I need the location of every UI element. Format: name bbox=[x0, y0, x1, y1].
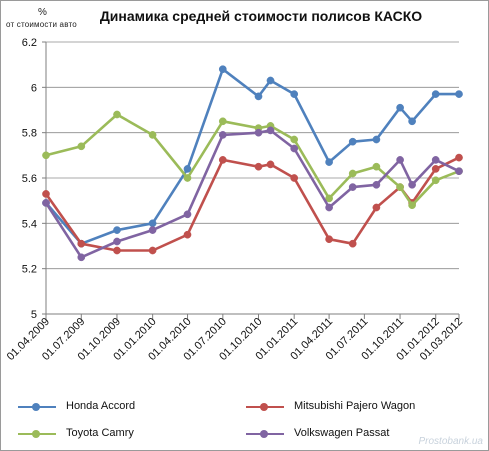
series-line-volkswagen-passat bbox=[44, 129, 460, 259]
data-point-honda-accord bbox=[396, 103, 404, 112]
data-point-volkswagen-passat bbox=[396, 156, 404, 164]
data-point-honda-accord bbox=[266, 76, 275, 85]
data-point-toyota-camry bbox=[325, 194, 333, 203]
data-point-honda-accord bbox=[455, 90, 463, 98]
data-point-volkswagen-passat bbox=[325, 203, 333, 212]
data-point-mitsubishi-pajero-wagon bbox=[183, 230, 192, 239]
data-point-toyota-camry bbox=[372, 162, 381, 171]
data-point-honda-accord bbox=[218, 65, 227, 74]
y-axis-unit: % bbox=[38, 7, 47, 18]
data-point-volkswagen-passat bbox=[290, 144, 299, 153]
data-point-mitsubishi-pajero-wagon bbox=[266, 160, 275, 169]
data-point-mitsubishi-pajero-wagon bbox=[431, 165, 440, 173]
series-line-honda-accord bbox=[45, 67, 459, 245]
data-point-toyota-camry bbox=[183, 174, 192, 182]
data-point-volkswagen-passat bbox=[148, 226, 157, 234]
data-point-volkswagen-passat bbox=[431, 156, 440, 164]
data-point-honda-accord bbox=[183, 165, 192, 173]
data-point-mitsubishi-pajero-wagon bbox=[372, 203, 381, 212]
data-point-mitsubishi-pajero-wagon bbox=[218, 156, 227, 164]
y-tick-label: 6.2 bbox=[22, 37, 37, 49]
series-line-toyota-camry bbox=[45, 113, 460, 207]
data-point-honda-accord bbox=[113, 226, 121, 234]
legend-swatch-marker bbox=[32, 403, 40, 411]
data-point-mitsubishi-pajero-wagon bbox=[42, 190, 50, 198]
data-point-mitsubishi-pajero-wagon bbox=[455, 153, 463, 162]
data-point-volkswagen-passat bbox=[113, 237, 121, 246]
chart-title: Динамика средней стоимости полисов КАСКО bbox=[99, 8, 423, 24]
data-point-volkswagen-passat bbox=[42, 199, 50, 207]
data-point-toyota-camry bbox=[218, 117, 227, 126]
y-tick-label: 5 bbox=[31, 309, 37, 321]
data-point-mitsubishi-pajero-wagon bbox=[113, 246, 121, 255]
legend-swatch-marker bbox=[32, 430, 40, 438]
watermark: Prostobank.ua bbox=[418, 436, 484, 447]
data-point-volkswagen-passat bbox=[372, 180, 381, 189]
data-point-volkswagen-passat bbox=[254, 128, 263, 137]
data-point-volkswagen-passat bbox=[183, 210, 192, 219]
data-point-toyota-camry bbox=[408, 201, 416, 210]
y-tick-label: 5.6 bbox=[22, 173, 37, 185]
data-point-honda-accord bbox=[325, 158, 333, 166]
data-point-volkswagen-passat bbox=[348, 183, 357, 191]
data-point-toyota-camry bbox=[290, 135, 299, 144]
data-point-honda-accord bbox=[431, 90, 440, 98]
data-point-mitsubishi-pajero-wagon bbox=[325, 235, 333, 244]
legend-label: Mitsubishi Pajero Wagon bbox=[294, 400, 416, 412]
data-point-honda-accord bbox=[290, 90, 299, 98]
data-point-honda-accord bbox=[348, 137, 357, 146]
data-point-toyota-camry bbox=[148, 131, 157, 139]
data-point-toyota-camry bbox=[348, 169, 357, 178]
y-axis-label: от стоимости авто bbox=[6, 20, 77, 29]
data-point-honda-accord bbox=[372, 135, 381, 144]
legend-swatch-marker bbox=[260, 403, 268, 411]
data-point-toyota-camry bbox=[42, 151, 50, 160]
series-line-mitsubishi-pajero-wagon bbox=[44, 156, 460, 252]
y-tick-label: 5.4 bbox=[22, 218, 37, 230]
data-point-mitsubishi-pajero-wagon bbox=[290, 174, 299, 182]
data-point-volkswagen-passat bbox=[218, 131, 227, 139]
y-tick-label: 6 bbox=[31, 82, 37, 94]
data-point-volkswagen-passat bbox=[266, 126, 275, 135]
data-point-toyota-camry bbox=[113, 110, 121, 119]
legend-label: Volkswagen Passat bbox=[294, 427, 390, 439]
legend-label: Honda Accord bbox=[66, 400, 136, 412]
data-point-honda-accord bbox=[408, 117, 416, 126]
legend-label: Toyota Camry bbox=[66, 427, 134, 439]
data-point-toyota-camry bbox=[396, 183, 404, 191]
data-point-honda-accord bbox=[254, 92, 263, 101]
data-point-toyota-camry bbox=[77, 142, 86, 151]
data-point-mitsubishi-pajero-wagon bbox=[348, 239, 357, 248]
y-tick-label: 5.8 bbox=[22, 128, 37, 140]
data-point-mitsubishi-pajero-wagon bbox=[77, 239, 86, 248]
data-point-toyota-camry bbox=[431, 176, 440, 185]
legend-swatch-marker bbox=[260, 430, 268, 438]
data-point-volkswagen-passat bbox=[77, 253, 86, 262]
data-point-volkswagen-passat bbox=[408, 180, 416, 189]
data-point-volkswagen-passat bbox=[455, 167, 463, 176]
data-point-honda-accord bbox=[148, 219, 157, 228]
data-point-mitsubishi-pajero-wagon bbox=[148, 246, 157, 255]
y-tick-label: 5.2 bbox=[22, 264, 37, 276]
data-point-mitsubishi-pajero-wagon bbox=[254, 162, 263, 171]
